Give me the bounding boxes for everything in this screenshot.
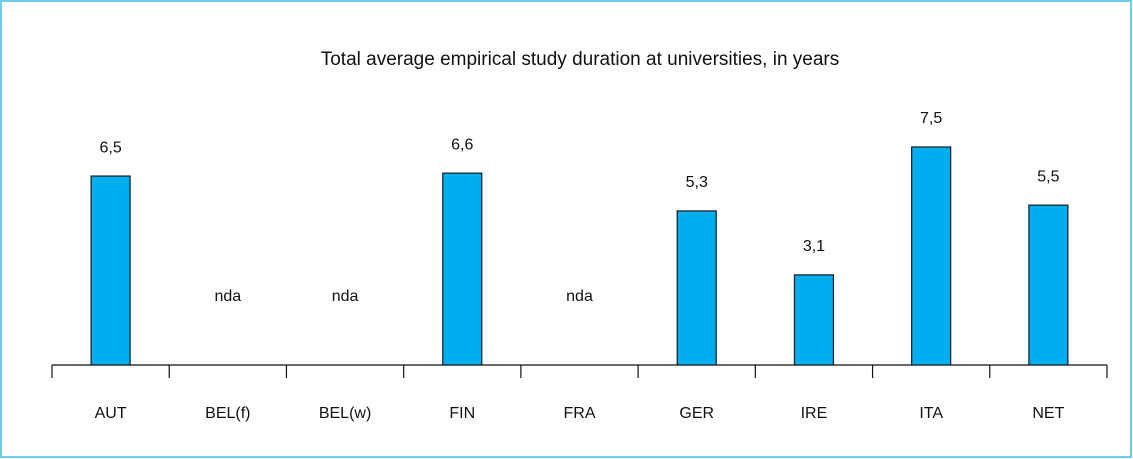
- x-tick-label: IRE: [801, 405, 828, 422]
- value-label: 7,5: [920, 110, 942, 127]
- x-tick-label: GER: [679, 405, 714, 422]
- value-label: nda: [214, 288, 241, 305]
- x-tick-label: BEL(w): [319, 405, 371, 422]
- value-label: nda: [566, 288, 593, 305]
- value-label: 5,3: [686, 174, 708, 191]
- bar: [1028, 204, 1069, 366]
- value-label: 6,5: [99, 139, 121, 156]
- x-tick-label: ITA: [919, 405, 943, 422]
- value-label: 5,5: [1037, 168, 1059, 185]
- value-label: 6,6: [451, 136, 473, 153]
- bar: [793, 274, 835, 366]
- x-tick-label: FRA: [564, 405, 596, 422]
- bar: [911, 146, 952, 366]
- bar: [90, 175, 131, 366]
- x-tick-label: FIN: [449, 405, 475, 422]
- value-label: nda: [332, 288, 359, 305]
- x-tick-label: NET: [1032, 405, 1064, 422]
- chart-title: Total average empirical study duration a…: [321, 49, 840, 70]
- bar: [442, 172, 483, 366]
- x-tick-label: AUT: [95, 405, 127, 422]
- bar: [676, 210, 717, 366]
- x-tick-label: BEL(f): [205, 405, 250, 422]
- value-label: 3,1: [803, 238, 825, 255]
